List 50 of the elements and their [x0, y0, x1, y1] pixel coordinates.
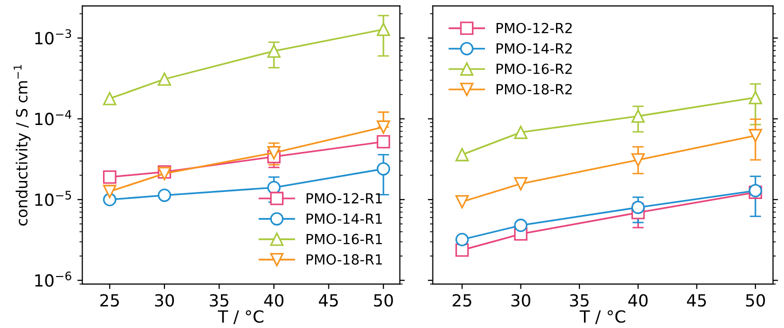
legend-label: PMO-16-R1 [306, 234, 382, 244]
point [455, 195, 469, 208]
y-tick-label: 10$^{−6}$ [35, 272, 72, 287]
point [748, 90, 762, 104]
x-tick-label: 35 [570, 294, 589, 307]
point [514, 177, 528, 190]
x-tick-label: 45 [318, 294, 338, 307]
point [748, 128, 762, 142]
legend-label: PMO-18-R2 [496, 84, 572, 94]
x-tick-label: 30 [155, 294, 174, 307]
point [267, 180, 281, 194]
point [267, 44, 281, 58]
point [631, 109, 645, 123]
legend-label: PMO-16-R2 [496, 64, 572, 74]
point [158, 72, 172, 86]
point [158, 188, 172, 202]
x-tick-label: 35 [210, 294, 228, 307]
x-tick-label: 50 [374, 294, 393, 307]
x-tick-label: 40 [628, 294, 648, 307]
x-tick-label: 30 [511, 294, 530, 307]
point [376, 22, 390, 36]
legend-label: PMO-12-R2 [496, 22, 572, 34]
legend-label: PMO-14-R1 [306, 213, 382, 224]
y-tick-label: 10$^{−3}$ [35, 29, 72, 44]
point [103, 92, 116, 106]
point [455, 232, 469, 246]
point [103, 170, 116, 184]
point [103, 184, 116, 198]
point [514, 218, 528, 232]
x-tick-label: 25 [100, 294, 119, 307]
point [376, 135, 390, 148]
point [267, 146, 281, 160]
legend-label: PMO-12-R1 [306, 193, 382, 204]
x-tick-label: 40 [264, 294, 284, 307]
point [376, 162, 390, 176]
y-tick-label: 10$^{−4}$ [35, 110, 72, 126]
x-axis-title: T / °C [580, 310, 626, 324]
y-axis-title: conductivity / S cm$^{−1}$ [14, 65, 31, 226]
point [631, 200, 645, 214]
point [631, 153, 645, 167]
legend-label: PMO-18-R1 [306, 254, 382, 265]
x-axis-title: T / °C [218, 310, 264, 324]
x-tick-label: 25 [452, 294, 472, 307]
x-tick-label: 45 [686, 294, 706, 307]
point [514, 126, 528, 140]
point [455, 148, 469, 162]
point [376, 120, 390, 134]
x-tick-label: 50 [746, 294, 765, 307]
legend-label: PMO-14-R2 [496, 43, 572, 54]
y-tick-label: 10$^{−5}$ [35, 190, 71, 206]
